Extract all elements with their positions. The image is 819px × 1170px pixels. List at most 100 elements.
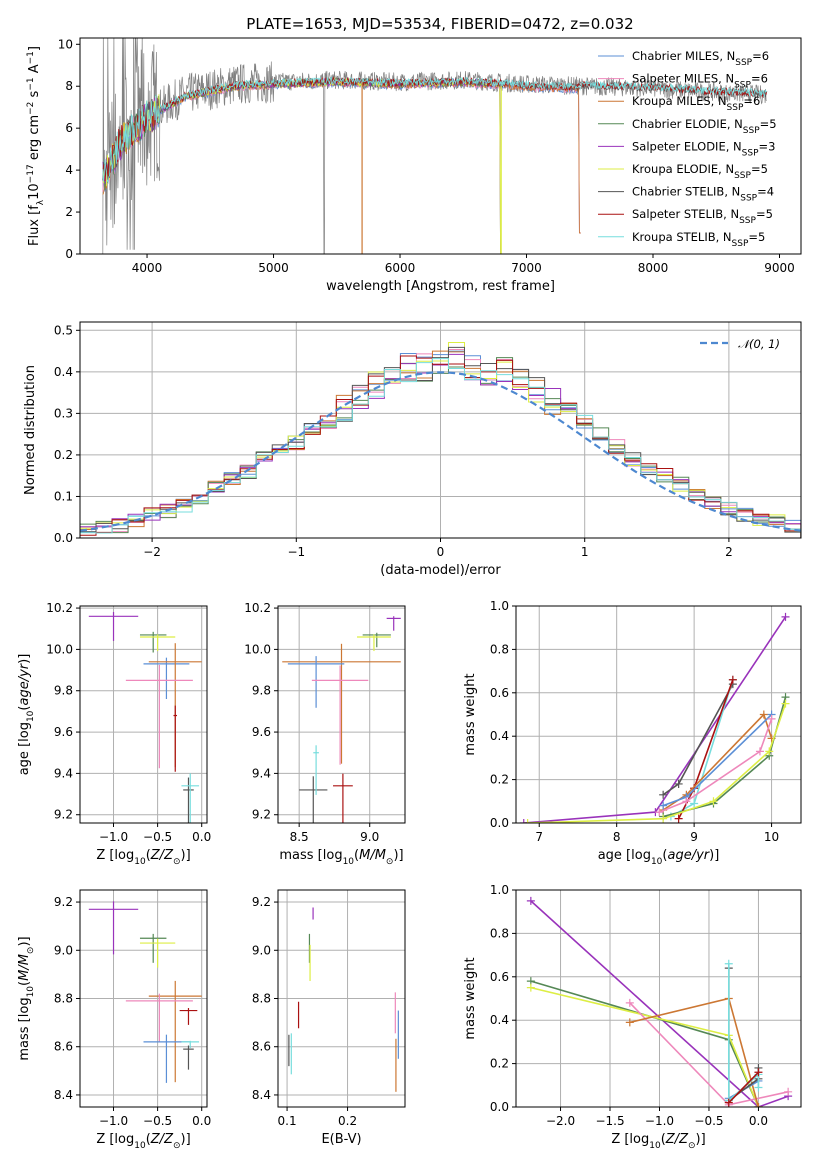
label-part: =3	[759, 139, 776, 153]
weight-marker	[659, 801, 668, 810]
label-part: (	[146, 1132, 151, 1147]
weight-line	[659, 718, 773, 813]
x-tick-label: 7000	[511, 261, 542, 275]
legend-entry: Salpeter ELODIE, NSSP=3	[632, 139, 775, 158]
y-tick-label: 0.2	[490, 773, 509, 787]
label-part: =5	[760, 117, 777, 131]
axes-frame	[515, 889, 802, 1108]
age-vs-metallicity-plot: −1.0 −0.5 0.09.29.49.69.810.010.2Z [log10(…	[17, 601, 211, 867]
label-part: 10	[134, 857, 146, 867]
label-part: SSP	[742, 148, 759, 158]
label-part: (	[662, 848, 667, 863]
x-tick-label: 0.0	[192, 830, 211, 844]
y-tick-label: 8.8	[252, 992, 271, 1006]
plot-area	[282, 616, 401, 823]
label-part: E(B-V)	[321, 1132, 361, 1147]
label-part: )]	[17, 936, 32, 946]
y-axis-label: mass [log10(M/M⊙)]	[17, 936, 36, 1060]
x-tick-label: 8000	[638, 261, 669, 275]
weight-marker	[690, 799, 699, 808]
x-tick-label: 9	[690, 830, 698, 844]
x-tick-label: −1	[287, 545, 305, 559]
weight-marker	[724, 959, 733, 968]
label-part: Z/Z	[665, 1132, 689, 1147]
legend-entry: Salpeter STELIB, NSSP=5	[632, 207, 773, 226]
legend-entry: Kroupa STELIB, NSSP=5	[632, 230, 765, 249]
label-part: Chabrier MILES, N	[632, 49, 735, 63]
label-part: M/M	[359, 848, 386, 863]
label-part: Z/Z	[150, 848, 174, 863]
axes-frame	[79, 889, 208, 1108]
y-tick-label: 0.3	[54, 406, 73, 420]
label-part: age/yr	[667, 848, 710, 863]
weight-marker	[659, 790, 668, 799]
x-axis-label: mass [log10(M/M⊙)]	[279, 848, 403, 867]
x-axis-label: E(B-V)	[321, 1132, 361, 1147]
weight-marker	[781, 612, 790, 621]
legend-entry: 𝒩(0, 1)	[738, 337, 780, 351]
x-tick-label: −1.5	[595, 1114, 624, 1128]
y-tick-label: 0.2	[490, 1057, 509, 1071]
label-part: −1	[26, 51, 36, 64]
y-tick-label: 0.8	[490, 642, 509, 656]
label-part: =6	[752, 49, 769, 63]
label-part: )]	[393, 848, 403, 863]
y-tick-label: 9.0	[252, 943, 271, 957]
y-tick-label: 8.4	[252, 1088, 271, 1102]
histogram-kroupa-elodie	[80, 342, 801, 538]
y-tick-label: 8.8	[54, 992, 73, 1006]
y-axis-label: mass weight	[463, 673, 478, 755]
label-part: =6	[743, 94, 760, 108]
label-part: )]	[181, 1132, 191, 1147]
plot-area	[519, 612, 790, 823]
x-tick-label: 0.1	[278, 1114, 297, 1128]
label-part: mass [log	[17, 997, 32, 1060]
label-part: =5	[756, 207, 773, 221]
label-part: age/yr	[17, 662, 32, 705]
residual-histogram-plot: −2 −1 0 1 2 0.0 0.1 0.2 0.3 0.4 0.5 (data-model)/er…	[23, 321, 802, 578]
x-axis-label: Z [log10(Z/Z⊙)]	[611, 1132, 705, 1151]
label-part: 10	[649, 1141, 661, 1151]
label-part: Kroupa MILES, N	[632, 94, 727, 108]
label-part: age [log	[17, 722, 32, 775]
label-part: SSP	[734, 81, 751, 91]
weight-marker	[728, 675, 737, 684]
y-axis-label: Normed distribution	[23, 365, 38, 495]
x-tick-label: 9.0	[360, 830, 379, 844]
legend-entry: Chabrier MILES, NSSP=6	[632, 49, 769, 68]
label-part: (	[146, 848, 151, 863]
y-tick-label: 9.6	[54, 725, 73, 739]
label-part: 10	[26, 710, 36, 722]
y-axis-label: Flux [fλ10−17 erg cm−2 s−1 A−1]	[26, 46, 46, 246]
y-tick-label: 9.8	[54, 684, 73, 698]
y-tick-label: 0.4	[490, 1013, 509, 1027]
x-tick-label: 0.0	[749, 1114, 768, 1128]
label-part: (	[354, 848, 359, 863]
label-part: )]	[17, 654, 32, 664]
weight-marker	[674, 779, 683, 788]
y-tick-label: 0.0	[490, 816, 509, 830]
label-part: M/M	[17, 954, 32, 981]
weight-marker	[759, 710, 768, 719]
x-tick-label: 8.5	[290, 830, 309, 844]
label-part: )]	[709, 848, 719, 863]
label-part: Kroupa ELODIE, N	[632, 162, 734, 176]
label-part: =6	[751, 72, 768, 86]
label-part: ]	[27, 46, 42, 51]
label-part: SSP	[740, 194, 757, 204]
label-part: wavelength [Angstrom, rest frame]	[326, 279, 555, 294]
y-tick-label: 9.6	[252, 725, 271, 739]
weight-marker	[767, 714, 776, 723]
label-part: Flux [f	[27, 205, 42, 246]
y-tick-label: 10.2	[244, 601, 271, 615]
label-part: 10	[27, 183, 42, 200]
weight-marker	[724, 1098, 733, 1107]
plot-area	[526, 896, 793, 1107]
y-tick-label: 9.4	[54, 766, 73, 780]
y-tick-label: 0.5	[54, 323, 73, 337]
legend-entry: Kroupa ELODIE, NSSP=5	[632, 162, 768, 181]
weight-marker	[754, 1103, 763, 1107]
histogram-kroupa-stelib	[80, 358, 801, 538]
